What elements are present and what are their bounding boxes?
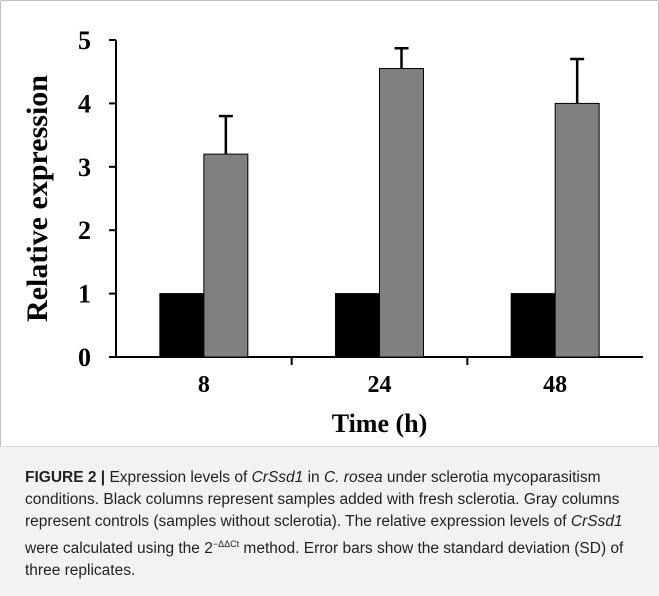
caption-text: under sclerotia mycoparasitism condition… xyxy=(25,469,620,530)
caption-gene-name: CrSsd1 xyxy=(570,513,623,530)
x-tick-label: 24 xyxy=(368,372,392,398)
caption-text: method. Error bars show the standard dev… xyxy=(25,540,624,579)
caption-superscript: −ΔΔCt xyxy=(212,539,240,549)
bar xyxy=(554,102,600,358)
y-tick-label: 0 xyxy=(78,343,91,372)
x-axis-title: Time (h) xyxy=(332,409,428,438)
bar xyxy=(335,293,380,358)
caption-species-name: C. rosea xyxy=(323,469,383,486)
caption-text: were calculated using the 2 xyxy=(25,540,213,557)
y-axis-title: Relative expression xyxy=(21,75,54,322)
bar xyxy=(379,68,424,358)
y-tick-label: 5 xyxy=(78,26,91,55)
bar xyxy=(159,293,205,358)
y-tick-label: 3 xyxy=(78,153,91,182)
caption-gene-name: CrSsd1 xyxy=(251,469,304,486)
caption-label: FIGURE 2 | xyxy=(25,469,106,486)
figure-caption: FIGURE 2 | Expression levels of CrSsd1 i… xyxy=(0,446,659,596)
x-tick-label: 8 xyxy=(198,372,210,398)
bar xyxy=(510,293,556,358)
bar xyxy=(203,153,249,358)
y-tick-label: 2 xyxy=(78,216,91,245)
caption-text: in xyxy=(303,469,324,486)
y-tick-label: 4 xyxy=(78,89,91,118)
x-tick-label: 48 xyxy=(543,372,567,398)
caption-text: Expression levels of xyxy=(105,469,252,486)
y-tick-label: 1 xyxy=(78,280,91,309)
bar-chart: 0 1 2 3 4 5 8 24 48 Time (h) Relative expression xyxy=(21,26,643,438)
